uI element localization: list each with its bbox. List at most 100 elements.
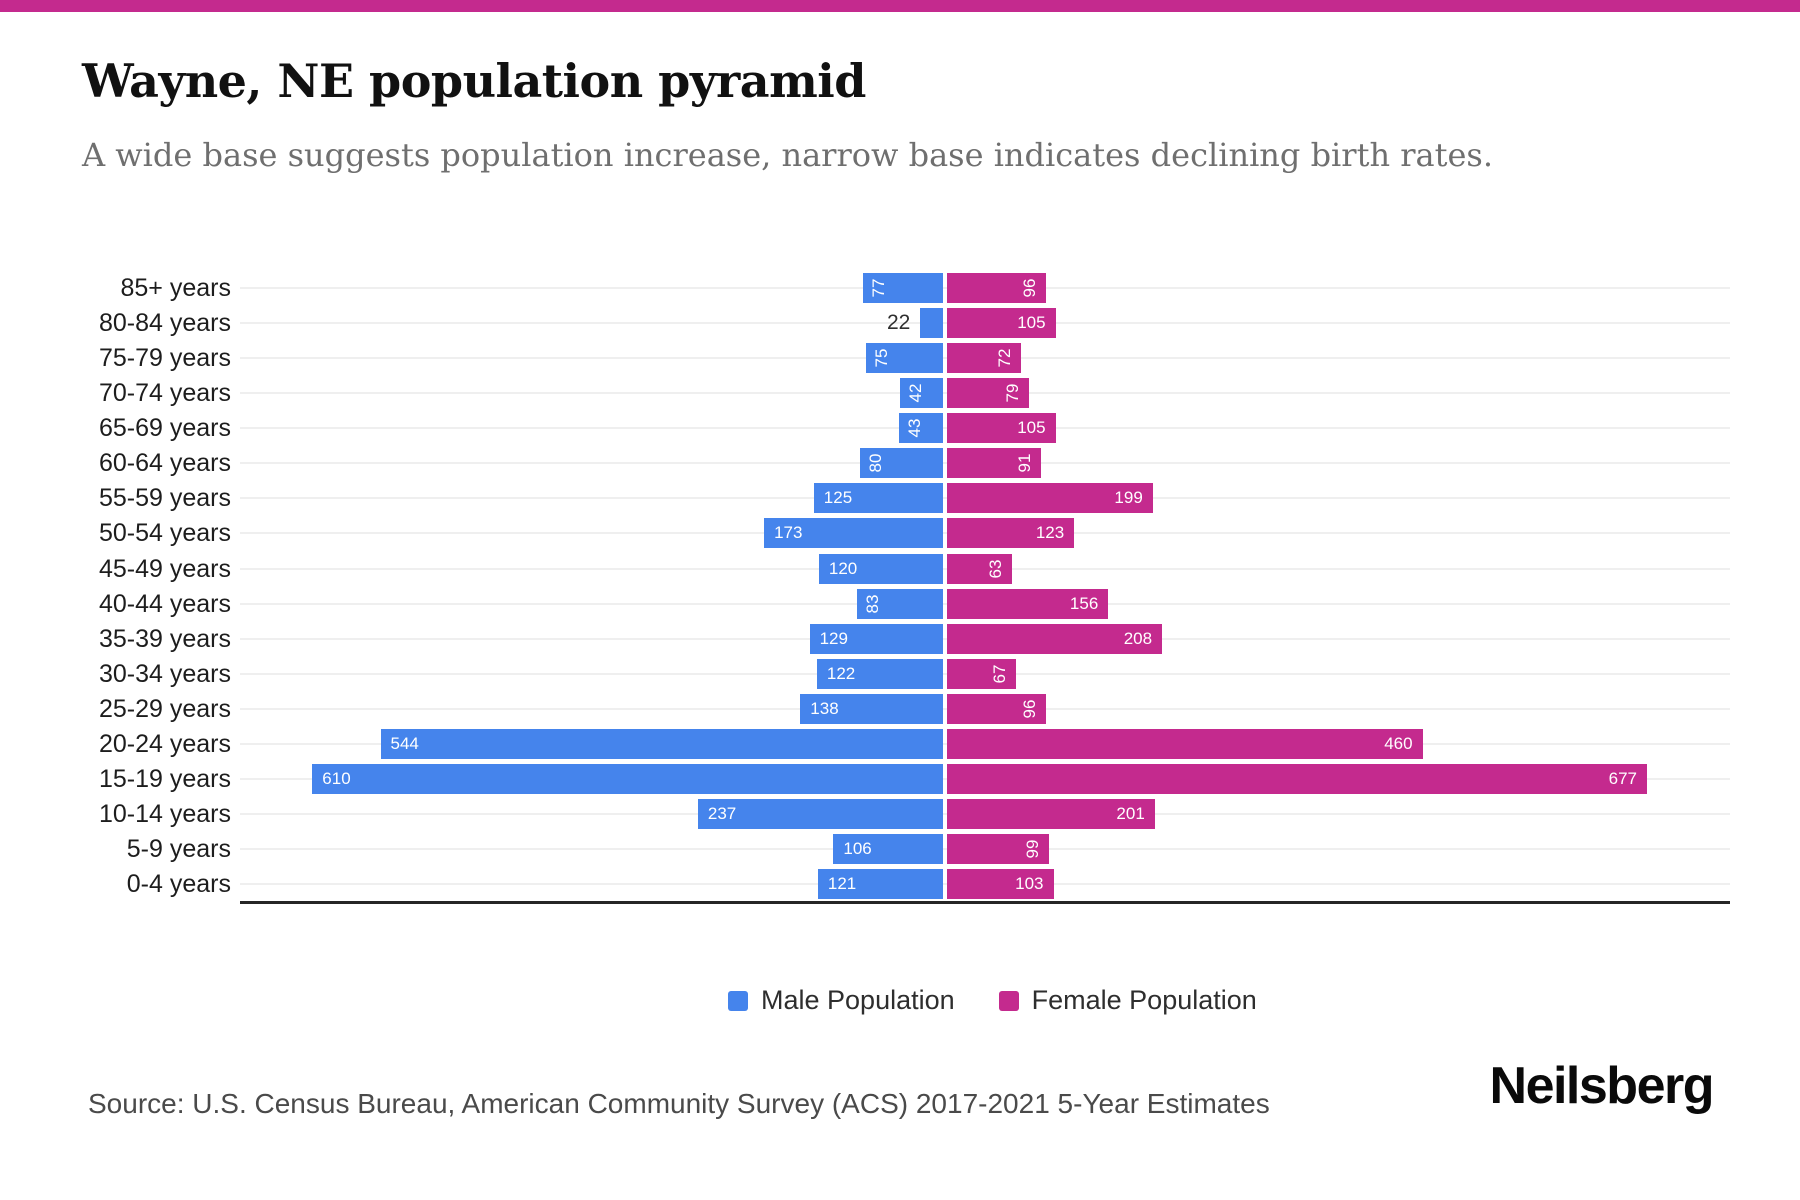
male-value-label: 125 — [823, 488, 853, 508]
female-bar[interactable] — [947, 869, 1054, 899]
age-label: 30-34 years — [98, 659, 231, 688]
male-bar[interactable] — [818, 553, 943, 584]
female-value-label: 460 — [1384, 733, 1413, 753]
female-value-label: 123 — [1035, 523, 1065, 543]
female-value-label: 99 — [1023, 839, 1043, 859]
male-value-label: 138 — [810, 698, 839, 718]
male-value-label: 122 — [826, 663, 856, 683]
male-bar[interactable] — [380, 728, 943, 759]
brand-stripe — [0, 0, 1800, 12]
female-legend-label: Female Population — [1031, 985, 1257, 1015]
male-bar[interactable] — [816, 658, 943, 689]
age-label: 0-4 years — [126, 870, 231, 898]
female-value-label: 63 — [986, 559, 1006, 578]
male-bar[interactable] — [865, 343, 943, 374]
age-label: 25-29 years — [98, 694, 231, 723]
age-label: 65-69 years — [98, 414, 231, 443]
male-bar[interactable] — [898, 413, 943, 444]
female-value-label: 103 — [1015, 874, 1044, 893]
female-bar[interactable] — [947, 273, 1047, 303]
female-value-label: 156 — [1069, 593, 1099, 613]
female-bar[interactable] — [947, 658, 1017, 689]
chart-title: Wayne, NE population pyramid — [82, 54, 866, 108]
female-bar[interactable] — [947, 343, 1022, 374]
age-label: 15-19 years — [98, 764, 231, 793]
male-bar[interactable] — [764, 518, 943, 549]
male-value-label: 120 — [828, 558, 858, 578]
male-bar[interactable] — [312, 763, 943, 794]
x-axis-line — [240, 901, 1730, 904]
male-value-label: 42 — [905, 383, 925, 403]
female-bar[interactable] — [947, 798, 1155, 829]
male-value-label: 129 — [819, 628, 848, 648]
female-value-label: 105 — [1017, 418, 1046, 438]
female-value-label: 91 — [1015, 453, 1035, 473]
male-value-label: 544 — [390, 733, 419, 753]
age-label: 85+ years — [120, 274, 232, 302]
male-value-label: 610 — [322, 768, 351, 788]
female-bar[interactable] — [947, 308, 1056, 339]
female-value-label: 67 — [990, 664, 1010, 684]
brand-logo[interactable]: Neilsberg — [1489, 1057, 1715, 1115]
male-legend-label: Male Population — [761, 985, 955, 1015]
male-bar[interactable] — [920, 308, 943, 339]
age-label: 10-14 years — [98, 799, 231, 828]
male-bar[interactable] — [860, 448, 943, 479]
male-bar[interactable] — [800, 693, 943, 724]
male-bar[interactable] — [817, 869, 943, 899]
male-value-label: 22 — [886, 311, 911, 335]
female-value-label: 201 — [1116, 803, 1145, 823]
female-bar[interactable] — [947, 834, 1050, 864]
male-value-label: 77 — [869, 278, 889, 298]
male-bar[interactable] — [899, 378, 943, 409]
age-label: 35-39 years — [98, 624, 231, 653]
female-bar[interactable] — [947, 623, 1163, 654]
female-bar[interactable] — [947, 413, 1056, 444]
female-bar[interactable] — [947, 728, 1423, 759]
male-legend-swatch-icon — [728, 990, 748, 1011]
age-label: 55-59 years — [98, 484, 231, 513]
legend-item-male[interactable]: Male Population — [728, 985, 955, 1016]
female-bar[interactable] — [947, 518, 1075, 549]
female-value-label: 79 — [1002, 383, 1022, 403]
male-bar[interactable] — [809, 623, 943, 654]
female-value-label: 96 — [1020, 699, 1040, 719]
age-label: 75-79 years — [98, 344, 231, 373]
male-value-label: 75 — [871, 348, 891, 368]
male-value-label: 80 — [866, 453, 886, 473]
age-label: 60-64 years — [98, 449, 231, 478]
source-note: Source: U.S. Census Bureau, American Com… — [88, 1088, 1270, 1119]
age-label: 40-44 years — [98, 589, 231, 618]
male-value-label: 121 — [827, 874, 857, 893]
female-value-label: 105 — [1017, 313, 1046, 333]
male-bar[interactable] — [863, 273, 943, 303]
female-legend-swatch-icon — [998, 990, 1019, 1011]
female-value-label: 199 — [1114, 488, 1143, 508]
female-bar[interactable] — [947, 378, 1029, 409]
legend: Male Population Female Population — [728, 985, 1257, 1016]
male-bar[interactable] — [697, 798, 943, 829]
legend-item-female[interactable]: Female Population — [998, 985, 1257, 1016]
male-value-label: 83 — [863, 594, 883, 613]
male-bar[interactable] — [833, 834, 943, 864]
male-bar[interactable] — [857, 588, 943, 619]
male-value-label: 237 — [707, 803, 737, 823]
female-bar[interactable] — [947, 693, 1047, 724]
male-value-label: 173 — [774, 523, 803, 543]
female-bar[interactable] — [947, 448, 1042, 479]
age-label: 20-24 years — [98, 729, 231, 758]
female-value-label: 96 — [1020, 278, 1040, 298]
population-pyramid-chart: 85+ years 77 96 80-84 years 22 105 75-79 years… — [0, 230, 1800, 930]
female-bar[interactable] — [947, 588, 1109, 619]
female-bar[interactable] — [947, 483, 1153, 514]
age-label: 70-74 years — [98, 379, 231, 408]
male-value-label: 43 — [904, 418, 924, 438]
male-bar[interactable] — [813, 483, 944, 514]
age-label: 5-9 years — [126, 835, 231, 863]
female-bar[interactable] — [947, 553, 1013, 584]
female-bar[interactable] — [947, 763, 1647, 794]
age-label: 80-84 years — [98, 309, 231, 338]
female-value-label: 72 — [995, 348, 1015, 368]
age-label: 50-54 years — [98, 519, 231, 548]
